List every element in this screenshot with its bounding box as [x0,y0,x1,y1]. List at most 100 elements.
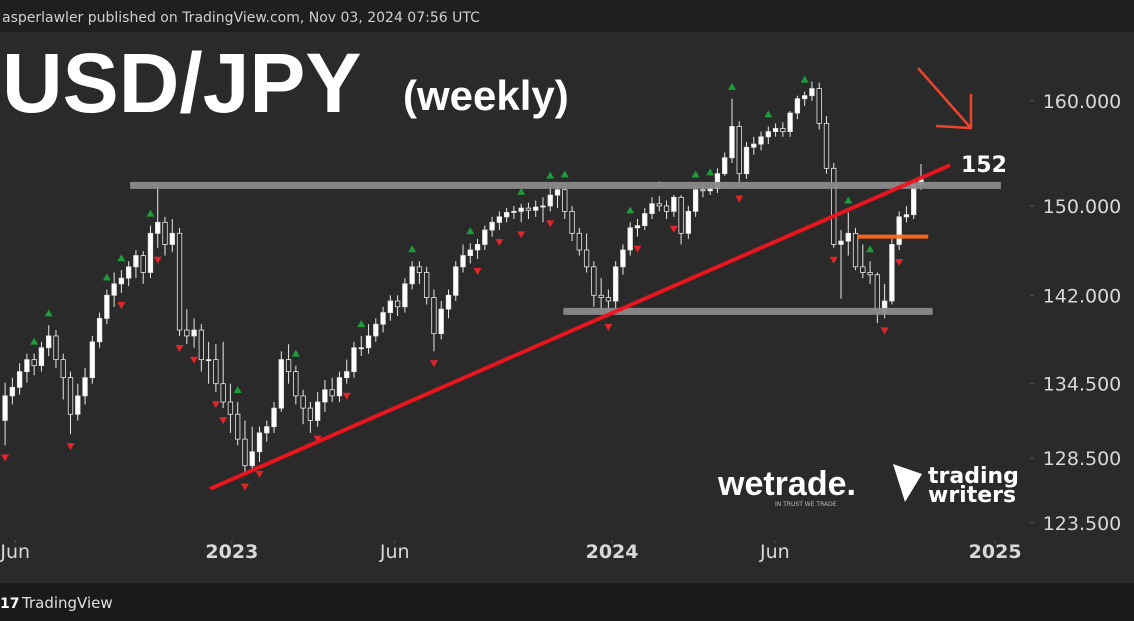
candle-body [111,283,117,296]
x-tick-label: 2024 [586,541,639,563]
candle-body [678,196,684,234]
candle-body [460,255,466,268]
fractal-down [190,356,199,364]
candle-body [307,407,314,421]
candle-body [489,221,495,231]
candle-body [562,189,568,212]
candle-body [576,232,582,251]
candle-body [511,210,517,213]
candle-body [169,232,175,245]
candle-body [896,216,902,245]
candle-body [53,335,59,361]
candle-body [344,371,350,379]
fractal-up [357,319,366,327]
candle-body [431,297,437,334]
candle-body [620,249,626,268]
candle-body [235,413,241,440]
fractal-down [66,443,75,451]
x-tick-label: Jun [759,541,790,563]
candle-body [482,229,488,245]
candle-body [402,283,408,308]
fractal-up [560,170,569,178]
candle-body [525,207,532,211]
candle-body [663,205,670,212]
candle-body [155,221,161,234]
candle-body [656,203,662,207]
candle-body [860,266,866,273]
fractal-down [546,220,555,228]
header-text: asperlawler published on TradingView.com… [2,10,480,26]
candle-body [380,312,386,325]
candle-body [547,194,553,207]
fractal-down [829,256,838,264]
candle-body [271,407,277,428]
x-tick-label: Jun [379,541,410,563]
y-tick-label: 160.000 [1043,91,1122,113]
footer-bar [0,583,1134,621]
candle-body [729,126,735,159]
candle-body [874,274,881,313]
candle-body [445,294,452,310]
fractal-down [255,470,264,478]
fractal-down [313,435,322,443]
candle-body [736,126,742,175]
candle-body [613,266,619,302]
wetrade-logo: wetrade. [717,465,856,503]
candle-body [314,401,321,421]
red-arrow [917,67,973,130]
candle-body [358,347,364,350]
candle-body [329,389,335,397]
chart-title: USD/JPY [2,36,361,130]
fractal-up [233,385,242,393]
drawing-line [209,163,951,491]
candle-body [242,438,248,467]
candle-body [583,249,590,268]
candle-body [700,189,706,192]
y-tick-label: 134.500 [1043,374,1122,396]
candle-body [256,432,263,453]
candle-body [104,294,110,319]
candle-body [147,232,154,273]
candle-body [787,112,793,133]
fractal-down [342,392,351,400]
writers-line2: writers [928,483,1016,508]
fractal-up [764,110,773,118]
fractal-down [473,267,482,275]
fractal-up [117,254,126,262]
candle-body [751,143,757,148]
fractal-down [880,327,889,335]
candle-body [394,300,401,308]
fractal-down [735,195,744,203]
fractal-up [626,206,635,214]
fractal-up [546,171,555,179]
fractal-up [727,82,736,90]
candle-body [438,308,444,334]
candle-body [838,240,844,245]
watermark: wetrade. IN TRUST WE TRADE trading write… [717,464,1019,508]
fractal-down [240,483,249,491]
fractal-down [117,301,126,309]
candle-body [264,426,270,434]
fractal-down [153,256,162,264]
candle-body [765,131,771,138]
fractal-up [706,168,715,176]
candle-body [453,266,459,296]
fractal-up [30,337,39,345]
candle-body [220,383,226,403]
fractal-down [895,258,904,266]
candle-body [300,395,306,409]
candle-body [809,88,815,97]
candle-body [889,244,895,302]
candle-body [365,335,372,349]
candle-body [293,371,299,397]
writers-line1: trading [928,464,1019,489]
candle-body [322,389,328,403]
candle-body [278,359,284,409]
candle-body [416,266,423,273]
plot: 160.000 150.000 142.000 134.500 128.500 123.5… [0,75,1122,563]
candle-body [227,401,234,415]
fractal-down [669,225,678,233]
footer-icon: 17 [0,596,19,612]
